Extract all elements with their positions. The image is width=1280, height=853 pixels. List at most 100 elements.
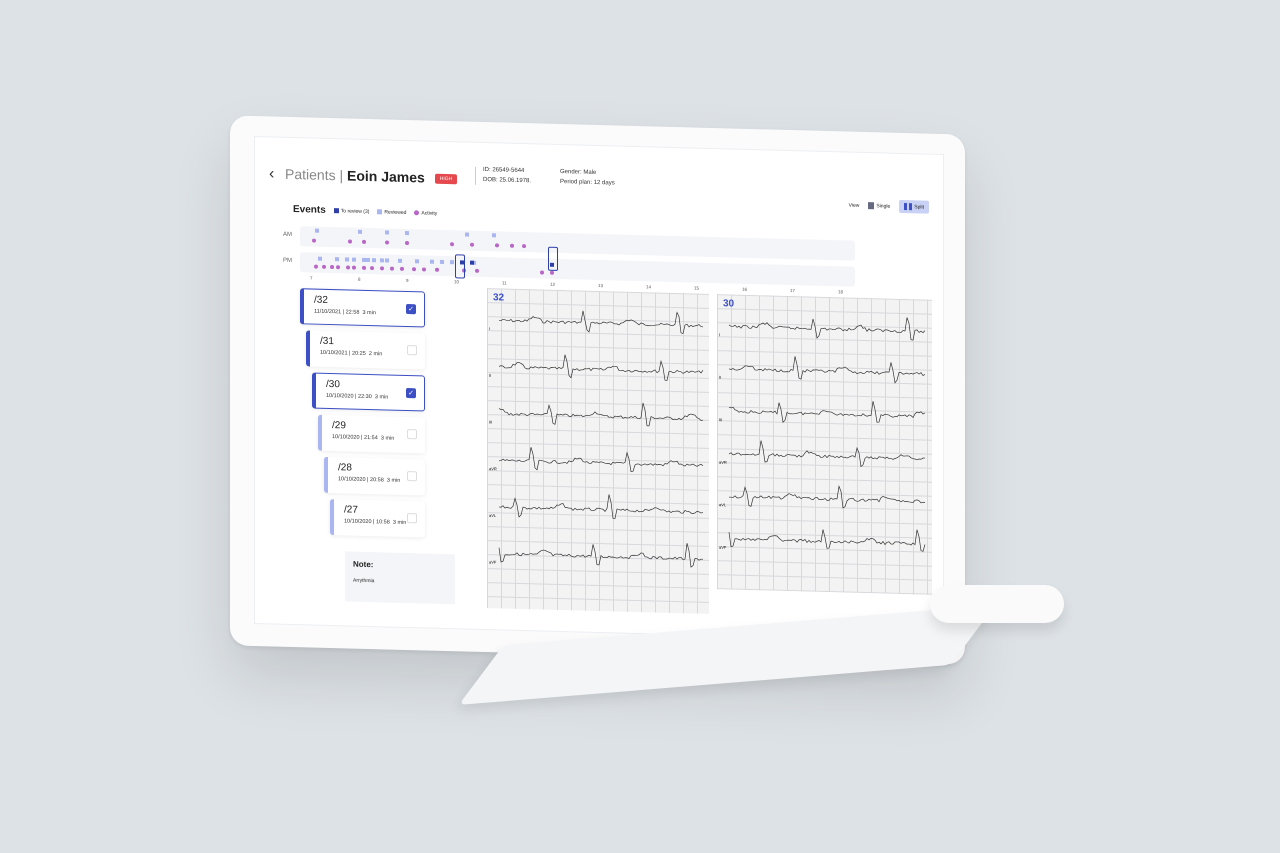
event-marker-activity[interactable]	[362, 239, 366, 244]
event-marker-reviewed[interactable]	[318, 256, 322, 261]
event-marker-activity[interactable]	[370, 266, 374, 271]
event-marker-activity[interactable]	[522, 244, 526, 249]
event-time: 21:54	[364, 434, 378, 442]
event-marker-activity[interactable]	[422, 267, 426, 272]
event-marker-activity[interactable]	[362, 265, 366, 270]
ecg-lead-trace	[498, 354, 704, 381]
event-card[interactable]: /32 11/10/2021 | 22:58 3 min ✓	[300, 288, 425, 328]
event-marker-activity[interactable]	[540, 270, 544, 275]
event-time: 22:58	[345, 309, 360, 316]
event-marker-activity[interactable]	[352, 265, 356, 270]
legend-label: Reviewed	[384, 208, 407, 216]
event-marker-reviewed[interactable]	[315, 228, 319, 233]
ecg-lead-trace	[728, 440, 925, 468]
selected-event-frame[interactable]	[548, 246, 558, 271]
event-checkbox[interactable]	[407, 345, 417, 356]
ecg-lead-trace	[498, 494, 704, 519]
note-panel: Note: Arrythmia	[345, 551, 455, 605]
event-marker-reviewed[interactable]	[352, 257, 356, 262]
note-text: Arrythmia	[353, 577, 375, 585]
event-marker-reviewed[interactable]	[385, 230, 389, 235]
event-marker-activity[interactable]	[346, 265, 350, 270]
event-marker-activity[interactable]	[495, 243, 499, 248]
event-marker-activity[interactable]	[400, 266, 404, 271]
ecg-lead-trace	[728, 317, 926, 341]
event-marker-reviewed[interactable]	[385, 258, 389, 263]
event-marker-reviewed[interactable]	[366, 257, 370, 263]
event-checkbox[interactable]	[407, 513, 417, 524]
event-marker-activity[interactable]	[412, 267, 416, 272]
event-marker-activity[interactable]	[380, 266, 384, 271]
tick-label: 13	[598, 283, 604, 289]
event-date: 10/10/2020	[338, 476, 366, 483]
event-marker-activity[interactable]	[550, 270, 554, 275]
event-marker-reviewed[interactable]	[345, 257, 349, 262]
event-marker-activity[interactable]	[322, 264, 326, 269]
ecg-lead-trace	[498, 310, 704, 335]
event-id: /27	[344, 504, 358, 516]
event-meta: 10/10/2020 | 10:58 3 min	[344, 518, 407, 526]
event-marker-reviewed[interactable]	[450, 260, 454, 265]
legend-label: Activity	[421, 209, 438, 217]
event-card[interactable]: /28 10/10/2020 | 20:58 3 min	[324, 456, 425, 496]
event-marker-reviewed[interactable]	[430, 259, 434, 264]
event-marker-activity[interactable]	[405, 240, 409, 246]
event-duration: 2 min	[368, 351, 383, 358]
ecg-lead-trace	[498, 543, 704, 568]
event-marker-activity[interactable]	[348, 239, 352, 244]
selected-event-frame[interactable]	[455, 254, 465, 279]
event-marker-activity[interactable]	[312, 238, 316, 243]
event-marker-reviewed[interactable]	[405, 230, 409, 236]
event-marker-reviewed[interactable]	[465, 232, 469, 237]
event-marker-activity[interactable]	[390, 266, 394, 271]
event-marker-activity[interactable]	[385, 240, 389, 245]
event-marker-activity[interactable]	[470, 242, 474, 247]
event-marker-reviewed[interactable]	[492, 233, 496, 238]
event-marker-reviewed[interactable]	[380, 258, 384, 263]
event-marker-activity[interactable]	[450, 242, 454, 247]
event-marker-reviewed[interactable]	[372, 258, 376, 263]
event-marker-activity[interactable]	[510, 243, 514, 248]
event-marker-reviewed[interactable]	[415, 259, 419, 264]
legend-to-review: To review (3)	[333, 207, 370, 215]
split-label: Split	[914, 203, 924, 211]
event-card[interactable]: /30 10/10/2020 | 22:30 3 min ✓	[312, 372, 425, 412]
period-plan: Period plan: 12 days	[560, 179, 615, 187]
event-marker-activity[interactable]	[435, 267, 439, 272]
lead-label: aVR	[719, 460, 727, 465]
event-id: /32	[314, 294, 328, 306]
event-marker-reviewed[interactable]	[358, 229, 362, 234]
event-marker-activity[interactable]	[330, 264, 334, 270]
event-checkbox[interactable]	[407, 471, 417, 482]
event-card[interactable]: /29 10/10/2020 | 21:54 3 min	[318, 414, 425, 454]
row-label-am: AM	[283, 231, 292, 239]
ecg-panel-30[interactable]: 30 I II III aVR aVL aVF	[717, 294, 932, 595]
chevron-left-icon[interactable]: ‹	[269, 165, 275, 183]
tick-label: 14	[646, 284, 652, 290]
events-header: Events To review (3) Reviewed Activity	[293, 204, 437, 219]
event-checkbox[interactable]: ✓	[406, 387, 416, 399]
event-marker-reviewed[interactable]	[398, 258, 402, 263]
ecg-panel-32[interactable]: 32 I II III aVR aVL aVF	[487, 288, 709, 614]
event-card[interactable]: /31 10/10/2021 | 20:25 2 min	[306, 330, 425, 370]
event-card[interactable]: /27 10/10/2020 | 10:58 3 min	[330, 498, 425, 538]
event-checkbox[interactable]	[407, 429, 417, 440]
event-duration: 3 min	[362, 309, 376, 317]
event-marker-to-review[interactable]	[470, 260, 474, 265]
lead-label: aVF	[719, 545, 727, 550]
event-marker-activity[interactable]	[475, 268, 479, 273]
event-date: 10/10/2020	[332, 434, 360, 441]
view-single-button[interactable]: Single	[863, 199, 895, 213]
event-duration: 3 min	[374, 394, 389, 401]
event-marker-reviewed[interactable]	[335, 257, 339, 262]
event-checkbox[interactable]: ✓	[406, 303, 416, 315]
event-marker-activity[interactable]	[314, 264, 318, 269]
event-marker-reviewed[interactable]	[440, 259, 444, 264]
event-duration: 3 min	[380, 435, 395, 442]
event-time: 20:25	[352, 350, 366, 357]
legend-label: To review (3)	[340, 207, 370, 215]
breadcrumb-patients[interactable]: Patients	[285, 165, 336, 184]
event-marker-activity[interactable]	[336, 265, 340, 270]
view-split-button[interactable]: Split	[899, 199, 929, 214]
